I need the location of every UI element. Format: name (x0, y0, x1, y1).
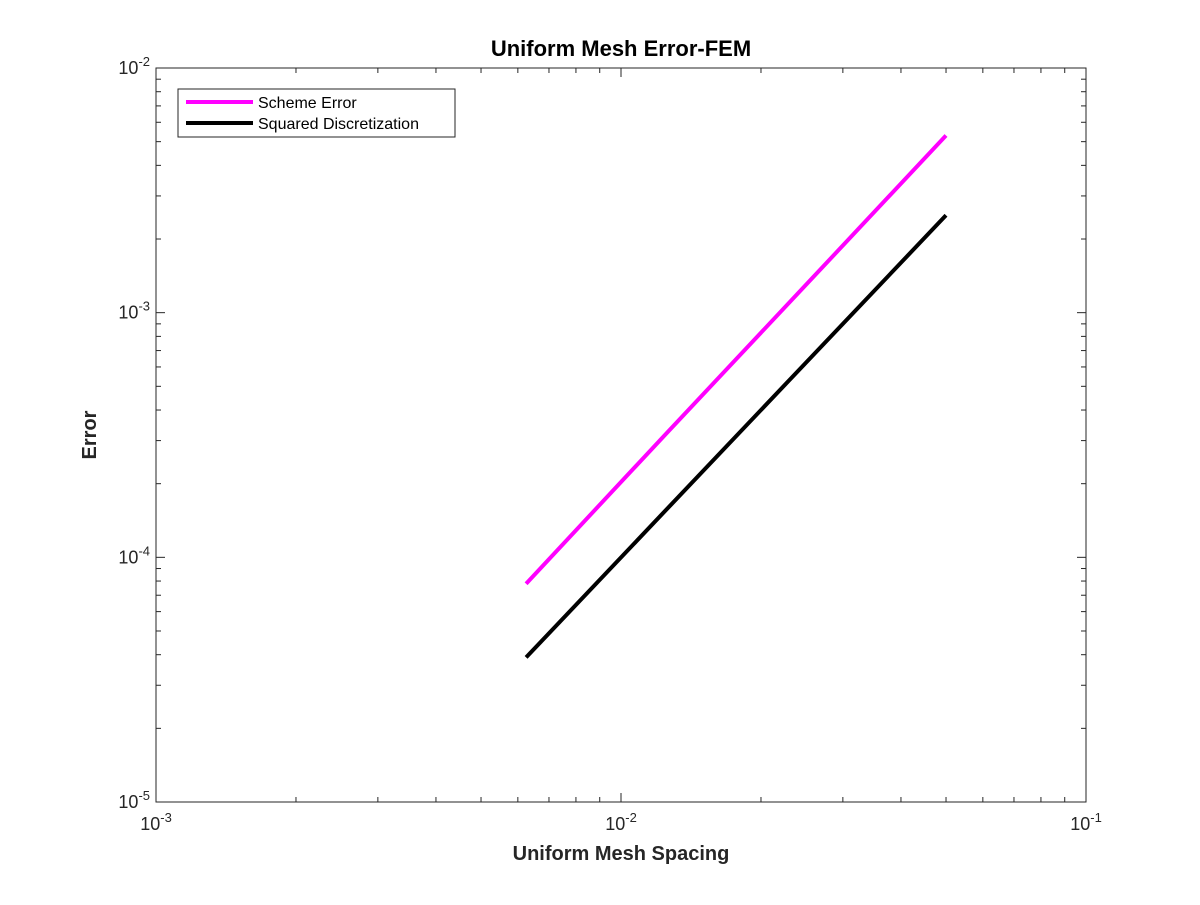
legend-label-squared-discretization: Squared Discretization (258, 116, 419, 133)
y-axis-title: Error (79, 410, 101, 459)
y-tick-labels: 10-5 10-4 10-3 10-2 (118, 54, 150, 812)
minor-ticks (156, 68, 1086, 802)
y-tick-label: 10-3 (118, 299, 150, 323)
x-tick-label: 10-1 (1070, 810, 1102, 834)
y-tick-label: 10-4 (118, 543, 150, 567)
series-lines (524, 134, 948, 659)
legend-box (177, 88, 456, 138)
legend-label-scheme-error: Scheme Error (258, 95, 357, 112)
series-line-scheme-error (524, 134, 948, 586)
y-tick-label: 10-2 (118, 54, 150, 78)
chart-title: Uniform Mesh Error-FEM (491, 36, 751, 61)
series-line-squared-discretization (524, 213, 948, 659)
major-ticks (155, 67, 1087, 803)
legend: Scheme Error Squared Discretization (177, 88, 456, 138)
y-tick-label: 10-5 (118, 788, 150, 812)
plot-area (155, 67, 1087, 803)
x-tick-labels: 10-3 10-2 10-1 (140, 810, 1102, 834)
x-tick-label: 10-3 (140, 810, 172, 834)
x-axis-title: Uniform Mesh Spacing (513, 843, 730, 865)
x-tick-label: 10-2 (605, 810, 637, 834)
